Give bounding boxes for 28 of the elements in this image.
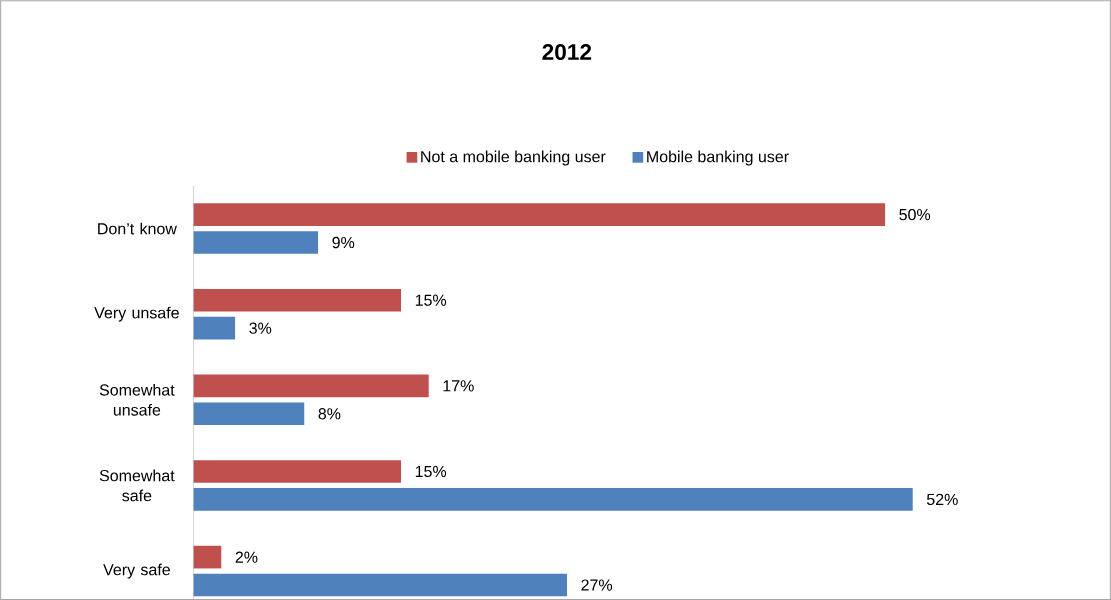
data-label: 50% [899,208,931,221]
bar [193,288,402,312]
bar [193,545,222,569]
y-tick-label: Somewhat safe [99,469,175,502]
data-label: 15% [415,465,447,478]
bar [193,203,886,226]
data-label: 8% [318,408,341,420]
data-label: 15% [415,294,447,306]
y-tick-label: Don’t know [98,222,177,235]
data-label: 52% [926,493,958,505]
data-label: 17% [443,380,474,392]
bar [193,573,567,597]
legend-label: Mobile banking user [647,150,789,166]
data-label: 2% [235,551,258,563]
y-tick-label: Very safe [103,563,170,579]
bar [193,402,305,426]
y-tick-label: Very unsafe [94,306,179,322]
chart-title: 2012 [542,43,592,60]
bar [193,316,236,340]
bar [193,460,402,483]
bar [193,231,319,254]
bar [193,487,913,511]
data-label: 9% [332,236,355,249]
data-label: 3% [249,322,272,334]
bar [193,374,429,398]
y-tick-label: Somewhat unsafe [99,383,175,416]
legend-label: Not a mobile banking user [421,150,606,166]
data-label: 27% [581,579,613,591]
